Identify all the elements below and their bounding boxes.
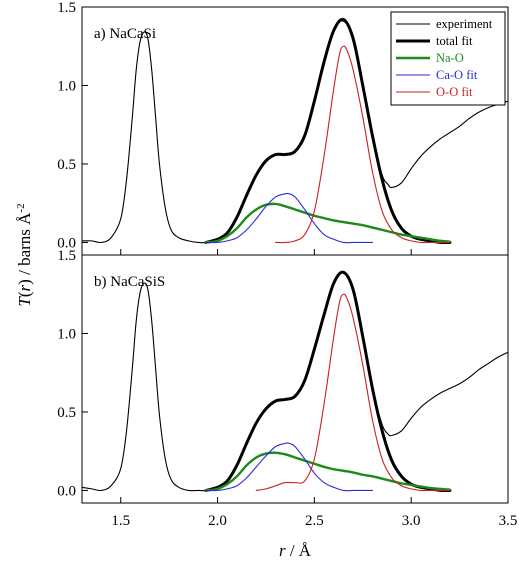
y-tick-label: 1.0 [57, 326, 76, 342]
y-axis-title-paren1: ( [15, 291, 34, 297]
series-ca-o-fit-line [205, 192, 373, 244]
panel-a-y-ticks: 0.0 0.5 1.0 1.5 [57, 0, 88, 251]
y-tick-label: 1.5 [57, 248, 76, 264]
y-tick-label: 0.0 [57, 235, 76, 251]
x-tick-label: 1.5 [111, 513, 130, 529]
series-ca-o-fit-line [205, 442, 373, 492]
legend-label-ca-o-fit: Ca-O fit [436, 68, 478, 82]
x-axis-title: r / Å [279, 541, 312, 560]
y-tick-label: 0.5 [57, 157, 76, 173]
panel-b-frame [81, 254, 509, 504]
legend-label-na-o: Na-O [436, 51, 464, 65]
legend-label-o-o-fit: O-O fit [436, 85, 473, 99]
y-tick-label: 1.5 [57, 0, 76, 16]
legend-box [390, 11, 506, 106]
series-na-o-line [204, 202, 452, 244]
legend: experiment total fit Na-O Ca-O fit O-O f… [390, 11, 506, 106]
x-tick-label: 2.5 [305, 513, 324, 529]
panel-b-y-ticks: 0.0 0.5 1.0 1.5 [57, 248, 88, 499]
y-tick-label: 1.0 [57, 78, 76, 94]
y-axis-title-exp: -2 [15, 203, 27, 212]
x-axis-title-var: r [279, 541, 286, 560]
legend-label-total-fit: total fit [436, 34, 473, 48]
legend-label-experiment: experiment [436, 17, 493, 31]
series-o-o-fit-line [255, 293, 451, 492]
y-axis-title-var: T [15, 296, 34, 307]
panel-a: a) NaCaSi 0.00.51.01.5 experiment total … [57, 0, 509, 256]
x-tick-label: 3.0 [402, 513, 421, 529]
panel-b-label: b) NaCaSiS [94, 274, 165, 290]
x-axis-title-unit: / Å [286, 541, 312, 560]
x-tick-label: 2.0 [208, 513, 227, 529]
y-tick-label: 0.0 [57, 483, 76, 499]
panel-b: b) NaCaSiS 0.0 0.5 1.0 1.5 1.5 2.0 2.5 3.0 3.5 [57, 248, 517, 529]
y-axis-title-r: r [15, 284, 34, 291]
y-axis-title-rest: ) / barns Å [15, 212, 34, 285]
series-na-o-line [204, 451, 452, 492]
y-tick-label: 0.5 [57, 405, 76, 421]
y-axis-title: T(r) / barns Å-2 [15, 203, 34, 306]
x-tick-label: 3.5 [499, 513, 518, 529]
panel-b-series [81, 270, 509, 493]
series-o-o-fit-line [275, 45, 451, 244]
panel-a-series [81, 17, 509, 245]
x-axis-ticks: 1.5 2.0 2.5 3.0 3.5 [111, 513, 517, 529]
